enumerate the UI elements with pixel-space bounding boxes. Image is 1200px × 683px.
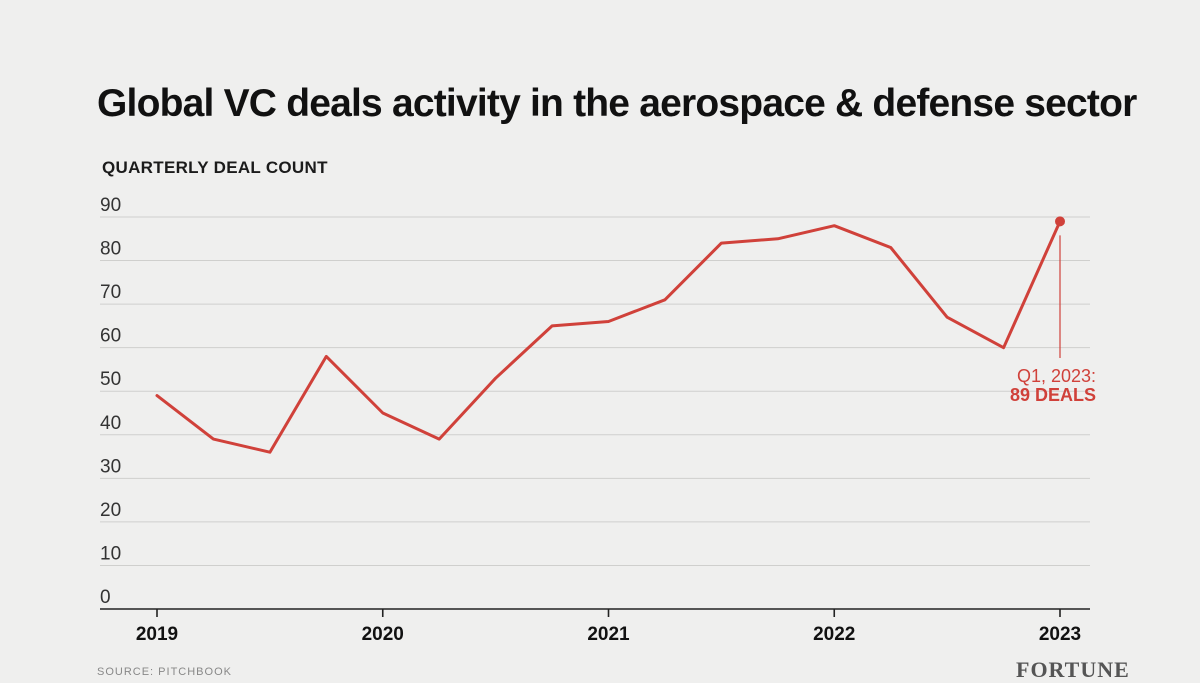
x-tick-label: 2022	[813, 624, 855, 645]
y-tick-label: 0	[100, 587, 111, 608]
y-tick-label: 80	[100, 239, 121, 260]
gridlines	[100, 216, 1090, 566]
y-tick-label: 90	[100, 195, 121, 216]
brand-logo: FORTUNE	[1016, 657, 1130, 682]
x-axis: 2019 2020 2021 2022 2023	[100, 608, 1090, 645]
chart-title: Global VC deals activity in the aerospac…	[97, 82, 1137, 125]
y-tick-label: 50	[100, 369, 121, 390]
y-tick-label: 60	[100, 326, 121, 347]
x-tick-label: 2020	[362, 624, 404, 645]
y-tick-label: 20	[100, 500, 121, 521]
y-axis-label: QUARTERLY DEAL COUNT	[102, 158, 328, 177]
annotation-line2: 89 DEALS	[1010, 385, 1096, 405]
y-tick-label: 70	[100, 282, 121, 303]
source-note: SOURCE: PITCHBOOK	[97, 666, 232, 678]
annotation-line1: Q1, 2023:	[1017, 366, 1096, 386]
y-tick-label: 30	[100, 456, 121, 477]
y-tick-label: 40	[100, 413, 121, 434]
x-tick-label: 2023	[1039, 624, 1081, 645]
y-tick-label: 10	[100, 543, 121, 564]
series-line	[155, 219, 1062, 454]
x-tick-label: 2021	[587, 624, 630, 645]
series-line-path	[155, 219, 1062, 454]
y-tick-labels: 0 10 20 30 40 50 60 70 80 90	[100, 195, 121, 608]
last-point-marker	[1055, 216, 1065, 227]
annotation: Q1, 2023:89 DEALS	[1010, 216, 1096, 405]
x-tick-label: 2019	[136, 624, 178, 645]
